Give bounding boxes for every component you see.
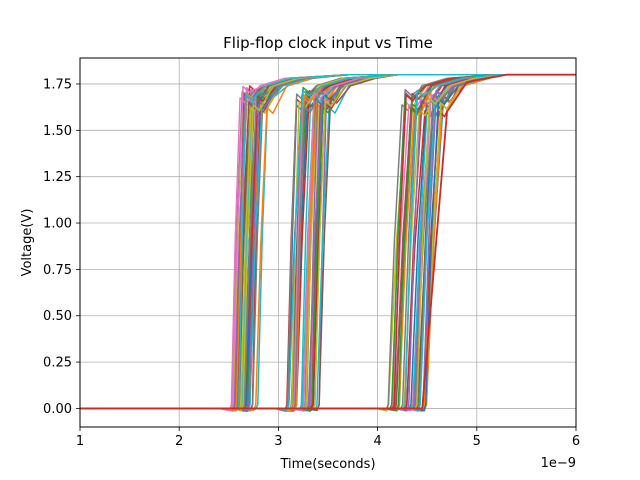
- y-tick-label: 1.00: [43, 217, 72, 232]
- y-axis-label: Voltage(V): [20, 209, 35, 277]
- x-tick-label: 1: [76, 434, 84, 449]
- x-tick-label: 2: [175, 434, 183, 449]
- series-line: [80, 73, 576, 411]
- y-tick-label: 1.50: [43, 124, 72, 139]
- x-tick-label: 6: [572, 434, 580, 449]
- y-tick-label: 1.25: [43, 170, 72, 185]
- y-tick-label: 0.00: [43, 402, 72, 417]
- x-tick-label: 4: [373, 434, 381, 449]
- x-axis-exponent-label: 1e−9: [541, 456, 576, 471]
- series-line: [80, 73, 576, 411]
- y-tick-label: 0.25: [43, 356, 72, 371]
- ticks-layer: 1 2 3 4 5 6 0.00 0.25 0.50 0.75 1.00 1.25 1.50 1.75: [43, 77, 580, 449]
- traces-layer: [80, 73, 576, 412]
- y-tick-label: 1.75: [43, 77, 72, 92]
- series-line: [80, 73, 576, 410]
- y-tick-label: 0.75: [43, 263, 72, 278]
- y-tick-label: 0.50: [43, 309, 72, 324]
- chart-title: Flip-flop clock input vs Time: [223, 34, 433, 52]
- x-tick-label: 5: [473, 434, 481, 449]
- plot-frame: [79, 57, 577, 428]
- x-axis-label: Time(seconds): [279, 457, 375, 472]
- x-tick-label: 3: [274, 434, 282, 449]
